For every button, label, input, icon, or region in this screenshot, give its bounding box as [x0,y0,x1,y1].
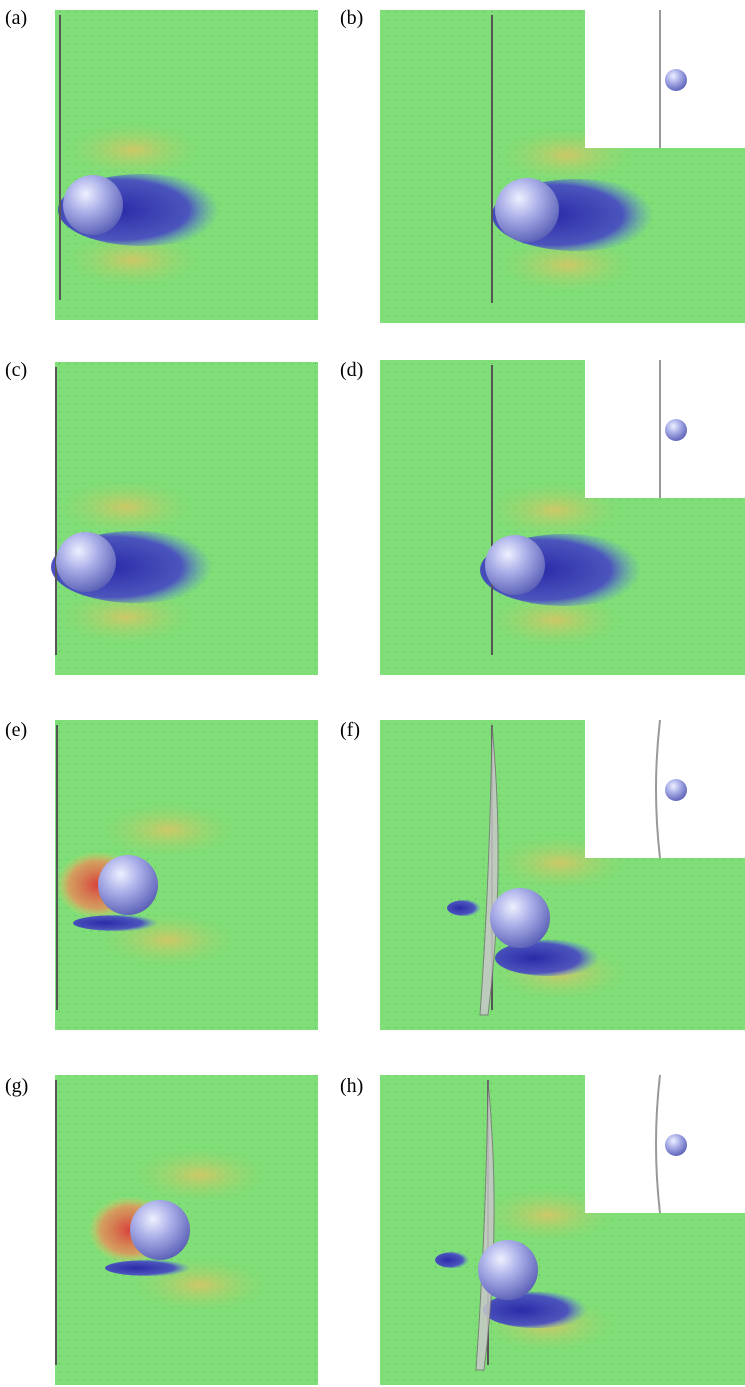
wake [447,900,483,916]
warm-region [485,592,625,648]
inset [585,10,745,148]
warm-region [98,802,238,858]
inset-sphere [665,1134,687,1156]
warm-region [63,122,203,178]
panel [380,719,745,1030]
warm-region [130,1147,270,1203]
wake [73,915,163,931]
warm-region [497,237,637,293]
sphere [485,535,545,595]
panel-label: (g) [5,1075,28,1097]
inset-sphere [665,779,687,801]
panel-label: (f) [340,719,360,741]
inset-sphere [665,69,687,91]
panel [55,10,318,320]
inset [585,1075,745,1213]
panel [380,360,745,675]
panel [380,10,745,323]
wake [435,1252,471,1268]
wake [105,1260,195,1276]
panel-label: (e) [5,719,27,741]
wake [495,940,605,976]
warm-region [63,232,203,288]
sphere [130,1200,190,1260]
inset-plate [655,719,661,859]
warm-region [478,1187,618,1243]
warm-region [56,589,196,645]
warm-region [56,479,196,535]
inset [585,720,745,858]
panel [55,720,318,1030]
inset-plate [655,1074,661,1214]
sphere [56,532,116,592]
deformed-plate [475,1079,495,1371]
sphere [63,175,123,235]
panel-label: (b) [340,7,363,29]
sphere [478,1240,538,1300]
deformed-plate [479,724,499,1016]
sphere [495,178,559,242]
panel-label: (c) [5,359,27,381]
inset-sphere [665,419,687,441]
wake [483,1292,593,1328]
panel [380,1074,745,1385]
inset [585,360,745,498]
panel [51,362,318,675]
sphere [490,888,550,948]
panel-label: (h) [340,1075,363,1097]
panel [55,1075,318,1385]
sphere [98,855,158,915]
panel-label: (d) [340,359,363,381]
panel-label: (a) [5,7,27,29]
